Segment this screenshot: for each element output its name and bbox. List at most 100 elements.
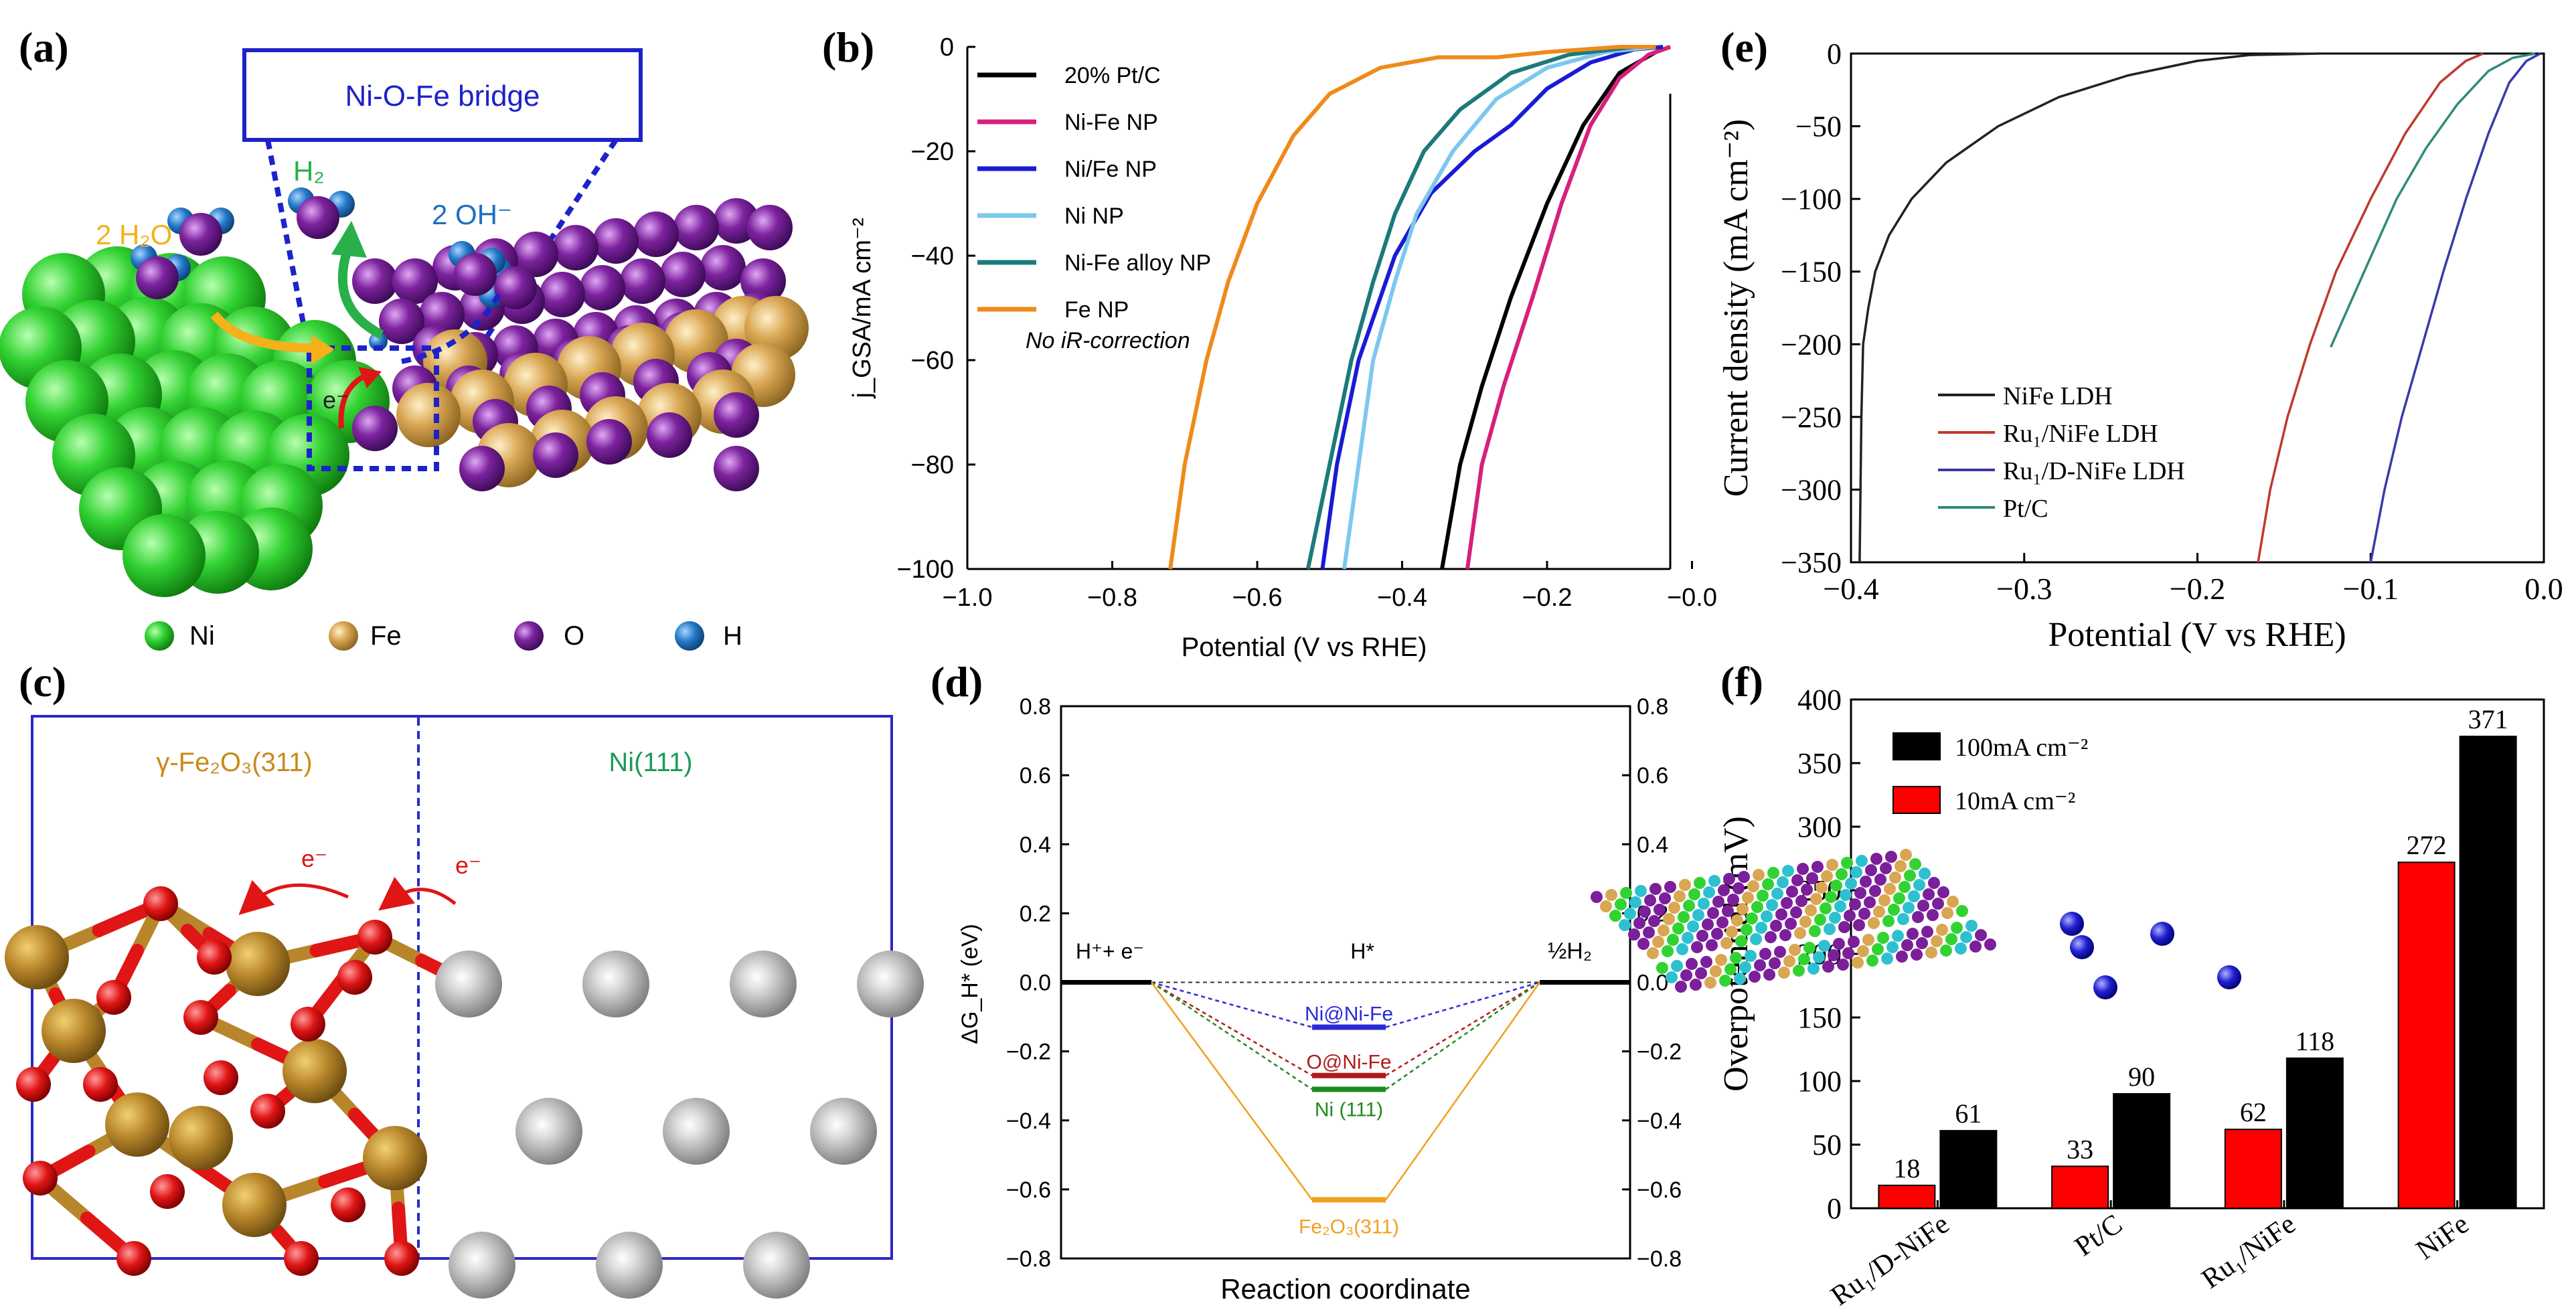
ldh-atom [1750, 933, 1762, 945]
ldh-atom [1928, 877, 1940, 889]
o-atom [291, 1007, 325, 1042]
ldh-atom [1947, 896, 1959, 908]
ldh-atom [1960, 931, 1972, 943]
panel-label-d: (d) [931, 658, 983, 706]
ni-atom [743, 1232, 810, 1299]
y-tick-label: 100 [1797, 1065, 1842, 1098]
ldh-atom [1648, 915, 1660, 927]
ldh-atom [1945, 933, 1957, 945]
ldh-atom [1745, 950, 1757, 962]
ldh-atom [1872, 943, 1884, 955]
x-tick-label: −1.0 [942, 584, 992, 612]
ldh-atom [1649, 883, 1662, 895]
ldh-atom [1757, 890, 1769, 902]
ldh-atom [1738, 871, 1750, 883]
y-tick-label: 50 [1812, 1129, 1842, 1161]
electron-transfer-arrow-2 [378, 876, 457, 911]
path-out-0 [1385, 981, 1540, 1028]
ldh-atom [1609, 910, 1621, 922]
o-atom [204, 1060, 238, 1095]
ldh-atom [1791, 874, 1803, 886]
ldh-structure-inset [1591, 849, 2241, 999]
ldh-atom [1892, 930, 1904, 942]
ldh-atom [1746, 912, 1758, 924]
ldh-atom [1691, 941, 1703, 953]
y-tick-label-right: 0.4 [1637, 832, 1668, 857]
y-tick-label: 0 [940, 33, 954, 62]
legend-label: Pt/C [2003, 495, 2048, 523]
y-tick-label: −150 [1781, 256, 1842, 289]
ni-atom [435, 951, 502, 1017]
y-tick-label: −20 [911, 138, 954, 166]
ni-atom [810, 1098, 877, 1165]
water-arrow-icon [210, 311, 315, 353]
ldh-atom [1771, 888, 1783, 900]
ldh-atom [1838, 921, 1850, 933]
atom-cluster [0, 187, 809, 597]
ldh-atom [1806, 872, 1818, 884]
ldh-atom [1830, 880, 1842, 892]
ldh-atom [1916, 937, 1928, 949]
ldh-atom [1789, 944, 1801, 956]
ldh-atom [1761, 910, 1773, 922]
ldh-atom [1860, 876, 1872, 888]
water-oxygen-atom [179, 213, 222, 256]
ldh-atom [1591, 891, 1603, 903]
bar-1-1 [2113, 1093, 2171, 1209]
bar-3-1 [2459, 736, 2517, 1209]
ldh-atom [1654, 904, 1666, 916]
category-label: NiFe [2411, 1209, 2474, 1266]
ldh-atom [1880, 862, 1892, 874]
y-tick-label: 0 [1827, 1192, 1842, 1225]
ldh-atom [1857, 945, 1869, 957]
ldh-atom [1889, 872, 1901, 884]
ldh-atom [1663, 913, 1675, 925]
ldh-atom [1896, 951, 1908, 963]
o-atom [337, 960, 372, 995]
ldh-atom [1869, 885, 1881, 897]
ldh-atom [1818, 940, 1830, 952]
water-oxygen-atom [297, 196, 339, 239]
o-atom [379, 299, 424, 344]
o-atom [16, 1067, 51, 1102]
ldh-atom [1873, 906, 1885, 918]
ldh-atom [1893, 892, 1905, 904]
legend-o-icon [514, 621, 544, 651]
o-atom [553, 225, 598, 270]
path-out-1 [1385, 981, 1540, 1076]
path-out-3 [1384, 981, 1541, 1201]
ldh-atom [1711, 928, 1723, 940]
fe-atom [169, 1106, 233, 1170]
x-tick-label: −0.3 [1996, 572, 2052, 606]
ldh-atom [1700, 956, 1712, 968]
ldh-atom [1809, 925, 1821, 937]
panel-label-a: (a) [19, 23, 69, 71]
bar-value-label: 61 [1955, 1098, 1982, 1129]
ldh-atom [1680, 969, 1692, 981]
y-tick-label: 150 [1797, 1001, 1842, 1034]
ldh-atom [1821, 870, 1833, 882]
ldh-atom [1841, 857, 1853, 869]
electron-arrow-icon [338, 372, 368, 429]
ldh-atom [1707, 907, 1719, 919]
path-in-3 [1150, 981, 1313, 1201]
ldh-atom [1826, 859, 1838, 871]
series-line-0 [1858, 52, 2319, 563]
ldh-atom [1774, 946, 1786, 958]
x-tick-label: −0.6 [1232, 584, 1282, 612]
ldh-atom [1682, 932, 1694, 944]
ldh-atom [1912, 911, 1924, 923]
ldh-atom [1769, 957, 1781, 969]
ldh-atom [1850, 866, 1862, 878]
series-line-3 [1342, 45, 1656, 570]
ldh-atom [1690, 979, 1702, 991]
legend-label: Fe NP [1064, 297, 1129, 323]
ldh-atom [1727, 894, 1739, 906]
bar-value-label: 18 [1893, 1153, 1920, 1183]
y-tick-label-left: 0.6 [1020, 763, 1051, 789]
chart-d: Reaction coordinate ΔG_H* (eV) 0.8 0.8 0.6… [957, 694, 1682, 1305]
ldh-atom [1726, 926, 1738, 938]
ldh-atom [1840, 889, 1852, 901]
ldh-atom [1885, 851, 1897, 863]
ldh-atom [1741, 924, 1753, 936]
